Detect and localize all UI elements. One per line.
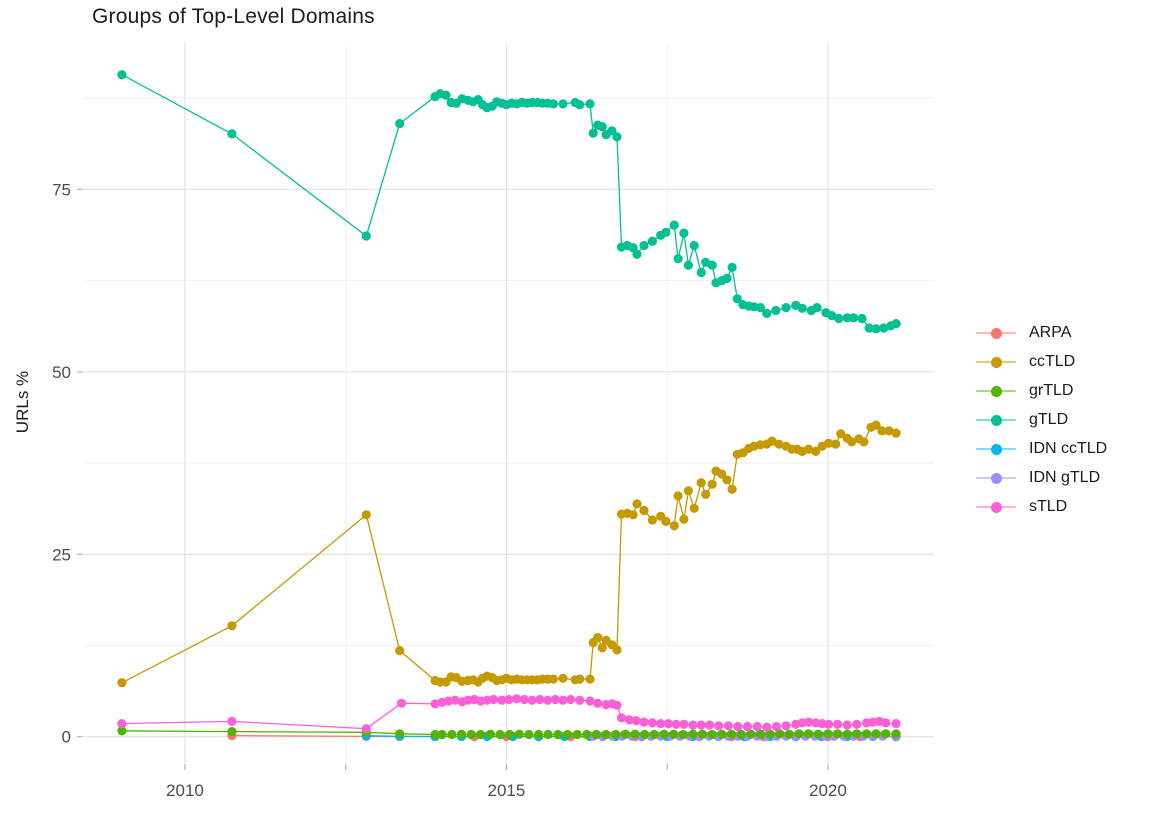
series-points-gtld [117,70,901,334]
x-tick-label: 2010 [166,781,204,800]
chart-legend: ARPA ccTLD grTLD gTLD IDN ccTLD IDN gTLD sTLD [976,322,1107,518]
legend-item-grtld: grTLD [976,380,1107,402]
axis-ticks [77,188,829,770]
legend-key-icon [976,351,1016,373]
legend-key-icon [976,438,1016,460]
legend-key-icon [976,380,1016,402]
legend-item-stld: sTLD [976,496,1107,518]
legend-label: ARPA [1029,324,1072,341]
x-tick-label: 2015 [488,781,526,800]
grid-major [84,43,934,763]
chart-title: Groups of Top-Level Domains [92,5,375,28]
y-tick-labels: 0 25 50 75 [52,180,71,746]
legend-label: grTLD [1029,382,1074,399]
y-tick-label: 75 [52,180,71,199]
legend-item-arpa: ARPA [976,322,1107,344]
legend-label: ccTLD [1029,353,1076,370]
panel-background [84,43,934,763]
legend-item-idn-gtld: IDN gTLD [976,467,1107,489]
legend-key-icon [976,322,1016,344]
x-tick-labels: 2010 2015 2020 [166,781,847,800]
x-tick-label: 2020 [809,781,847,800]
legend-item-idn-cctld: IDN ccTLD [976,438,1107,460]
series-stld [117,694,901,734]
series-cctld [117,420,901,688]
legend-label: IDN ccTLD [1029,440,1108,457]
series-gtld [117,70,901,334]
series-points-grtld [117,726,901,740]
legend-label: IDN gTLD [1029,469,1101,486]
series-points-cctld [117,420,901,688]
legend-key-icon [976,409,1016,431]
legend-key-icon [976,496,1016,518]
y-tick-label: 25 [52,545,71,564]
legend-item-cctld: ccTLD [976,351,1107,373]
series-grtld [117,726,901,740]
y-tick-label: 0 [62,728,71,747]
grid-minor [84,43,934,763]
series-points-stld [117,694,901,734]
legend-label: sTLD [1029,498,1068,515]
y-tick-label: 50 [52,363,71,382]
legend-label: gTLD [1029,411,1069,428]
legend-item-gtld: gTLD [976,409,1107,431]
legend-key-icon [976,467,1016,489]
